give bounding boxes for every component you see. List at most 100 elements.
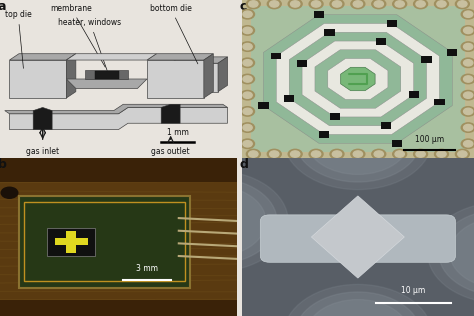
Circle shape (243, 141, 252, 147)
Circle shape (374, 1, 383, 7)
Polygon shape (328, 58, 388, 100)
Text: heater, windows: heater, windows (58, 18, 122, 73)
Circle shape (464, 125, 473, 131)
Circle shape (395, 1, 404, 7)
Circle shape (249, 151, 258, 157)
Circle shape (283, 88, 432, 190)
Text: bottom die: bottom die (150, 4, 198, 64)
Circle shape (243, 11, 252, 17)
Circle shape (458, 151, 467, 157)
Bar (409, 91, 419, 98)
Circle shape (461, 139, 474, 149)
Circle shape (243, 92, 252, 98)
Circle shape (464, 141, 473, 147)
Polygon shape (289, 32, 427, 126)
Circle shape (450, 217, 474, 288)
Polygon shape (5, 104, 228, 114)
Circle shape (395, 151, 404, 157)
Bar (55, 238, 88, 245)
Text: 10 μm: 10 μm (401, 287, 426, 295)
Circle shape (295, 292, 421, 316)
Bar (66, 231, 76, 253)
Circle shape (309, 0, 323, 9)
Circle shape (295, 96, 421, 182)
Bar (19, 196, 190, 288)
Circle shape (428, 202, 474, 303)
Circle shape (283, 284, 432, 316)
Circle shape (309, 149, 323, 159)
Circle shape (464, 43, 473, 50)
Polygon shape (315, 50, 401, 108)
Polygon shape (302, 41, 414, 117)
Circle shape (458, 1, 467, 7)
Polygon shape (161, 104, 180, 123)
Circle shape (241, 58, 255, 68)
Circle shape (139, 171, 288, 272)
Text: membrane: membrane (50, 4, 105, 67)
Circle shape (435, 0, 448, 9)
Circle shape (306, 300, 410, 316)
Circle shape (392, 0, 407, 9)
Bar (447, 49, 457, 56)
Circle shape (437, 151, 446, 157)
FancyBboxPatch shape (260, 215, 456, 262)
Circle shape (330, 0, 344, 9)
Polygon shape (95, 71, 118, 79)
Circle shape (249, 1, 258, 7)
Circle shape (267, 0, 281, 9)
Circle shape (461, 74, 474, 84)
Polygon shape (66, 54, 76, 98)
Circle shape (392, 149, 407, 159)
Circle shape (1, 187, 18, 198)
Circle shape (330, 149, 344, 159)
Circle shape (353, 1, 363, 7)
Polygon shape (341, 67, 375, 91)
Circle shape (464, 27, 473, 33)
Circle shape (288, 149, 302, 159)
Bar (376, 38, 386, 45)
Circle shape (241, 9, 255, 19)
Polygon shape (66, 79, 147, 88)
Circle shape (461, 42, 474, 52)
Circle shape (439, 210, 474, 296)
Circle shape (461, 26, 474, 35)
Circle shape (241, 123, 255, 132)
Circle shape (246, 149, 260, 159)
Polygon shape (9, 107, 228, 130)
Polygon shape (147, 54, 213, 60)
Circle shape (461, 9, 474, 19)
Polygon shape (9, 60, 66, 98)
Polygon shape (276, 23, 439, 135)
Bar (319, 131, 329, 138)
Polygon shape (204, 54, 213, 98)
Circle shape (241, 139, 255, 149)
Text: gas outlet: gas outlet (151, 147, 190, 156)
Circle shape (351, 0, 365, 9)
Circle shape (291, 1, 300, 7)
Circle shape (416, 151, 425, 157)
Circle shape (461, 58, 474, 68)
Polygon shape (311, 196, 404, 278)
Text: top die: top die (5, 10, 31, 68)
Bar (24, 202, 185, 281)
Circle shape (437, 1, 446, 7)
Polygon shape (264, 15, 452, 143)
Circle shape (332, 151, 342, 157)
Bar (434, 99, 445, 106)
Circle shape (267, 149, 281, 159)
Text: a: a (0, 0, 6, 13)
Circle shape (464, 92, 473, 98)
Bar (381, 122, 392, 129)
Circle shape (243, 27, 252, 33)
Text: 100 μm: 100 μm (415, 135, 445, 144)
Circle shape (243, 108, 252, 114)
Bar (0, 158, 237, 182)
Polygon shape (66, 54, 156, 60)
Circle shape (270, 1, 279, 7)
Polygon shape (171, 57, 228, 63)
Polygon shape (85, 70, 128, 79)
Circle shape (311, 151, 321, 157)
Circle shape (241, 90, 255, 100)
Circle shape (241, 42, 255, 52)
Circle shape (414, 0, 428, 9)
